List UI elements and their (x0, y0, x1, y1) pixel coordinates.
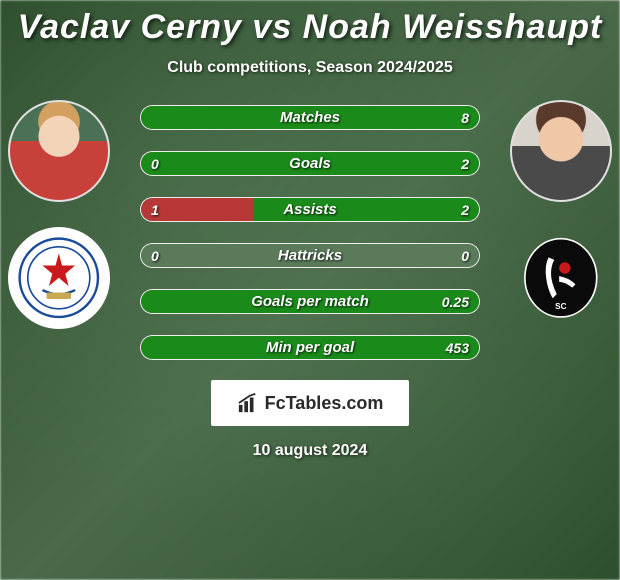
stat-bar: Matches 8 (140, 105, 480, 130)
stat-bar: 1 Assists 2 (140, 197, 480, 222)
stat-label: Hattricks (278, 247, 342, 264)
stat-value-right: 0 (461, 248, 469, 264)
stat-bar: 0 Hattricks 0 (140, 243, 480, 268)
rangers-crest-icon (18, 237, 100, 319)
stat-label: Matches (280, 109, 340, 126)
stat-value-right: 2 (461, 202, 469, 218)
stat-value-left: 1 (151, 202, 159, 218)
stat-value-right: 0.25 (442, 294, 469, 310)
stat-label: Min per goal (266, 339, 354, 356)
stat-bar: Min per goal 453 (140, 335, 480, 360)
date-label: 10 august 2024 (253, 442, 368, 460)
stat-bar: Goals per match 0.25 (140, 289, 480, 314)
chart-icon (237, 392, 259, 414)
stat-label: Goals (289, 155, 331, 172)
stat-bars: Matches 8 0 Goals 2 1 Assists 2 0 Hattricks 0 Goals… (140, 105, 480, 360)
left-avatar-column (8, 100, 110, 329)
stat-label: Goals per match (251, 293, 369, 310)
page-title: Vaclav Cerny vs Noah Weisshaupt (18, 8, 603, 47)
right-avatar-column: SC (510, 100, 612, 329)
player2-avatar (510, 100, 612, 202)
watermark-text: FcTables.com (265, 393, 384, 414)
stat-value-left: 0 (151, 156, 159, 172)
stat-value-right: 2 (461, 156, 469, 172)
player1-avatar (8, 100, 110, 202)
subtitle: Club competitions, Season 2024/2025 (167, 59, 452, 77)
player1-club-crest (8, 227, 110, 329)
stat-label: Assists (283, 201, 336, 218)
comparison-section: Matches 8 0 Goals 2 1 Assists 2 0 Hattricks 0 Goals… (0, 105, 620, 360)
freiburg-crest-icon: SC (520, 237, 602, 319)
stat-bar: 0 Goals 2 (140, 151, 480, 176)
stat-value-left: 0 (151, 248, 159, 264)
content-container: Vaclav Cerny vs Noah Weisshaupt Club com… (0, 0, 620, 580)
svg-text:SC: SC (555, 302, 566, 311)
player2-club-crest: SC (510, 227, 612, 329)
watermark-badge: FcTables.com (211, 380, 410, 426)
stat-value-right: 8 (461, 110, 469, 126)
stat-value-right: 453 (446, 340, 469, 356)
